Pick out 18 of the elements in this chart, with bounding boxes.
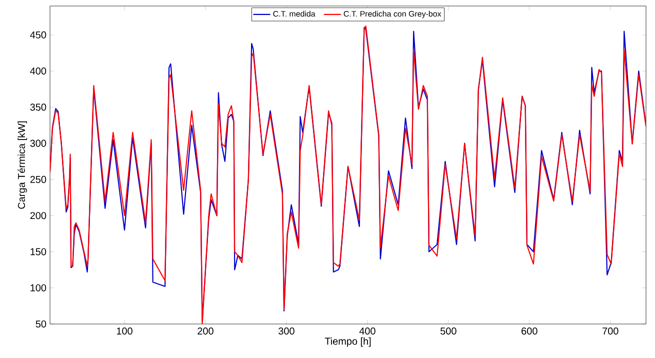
x-tick-label: 100: [116, 328, 132, 335]
y-tick-label: 100: [30, 284, 46, 292]
x-tick-label: 500: [440, 328, 456, 335]
y-tick-label: 200: [30, 212, 46, 220]
y-tick-label: 400: [30, 68, 46, 75]
x-tick-label: 200: [198, 328, 214, 335]
y-tick-label: 350: [30, 104, 46, 111]
x-tick-label: 700: [602, 328, 618, 335]
x-tick-label: 400: [359, 328, 376, 335]
y-tick-label: 450: [30, 31, 46, 38]
x-tick-label: 600: [522, 328, 538, 335]
x-axis-title: Tiempo [h]: [324, 337, 371, 347]
y-tick-label: 300: [30, 140, 46, 147]
x-tick-label: 300: [278, 328, 294, 335]
y-tick-label: 150: [30, 248, 46, 256]
y-tick-label: 250: [30, 176, 46, 183]
y-tick-label: 50: [36, 320, 46, 328]
y-axis-title: Carga Térmica [kW]: [18, 121, 27, 209]
